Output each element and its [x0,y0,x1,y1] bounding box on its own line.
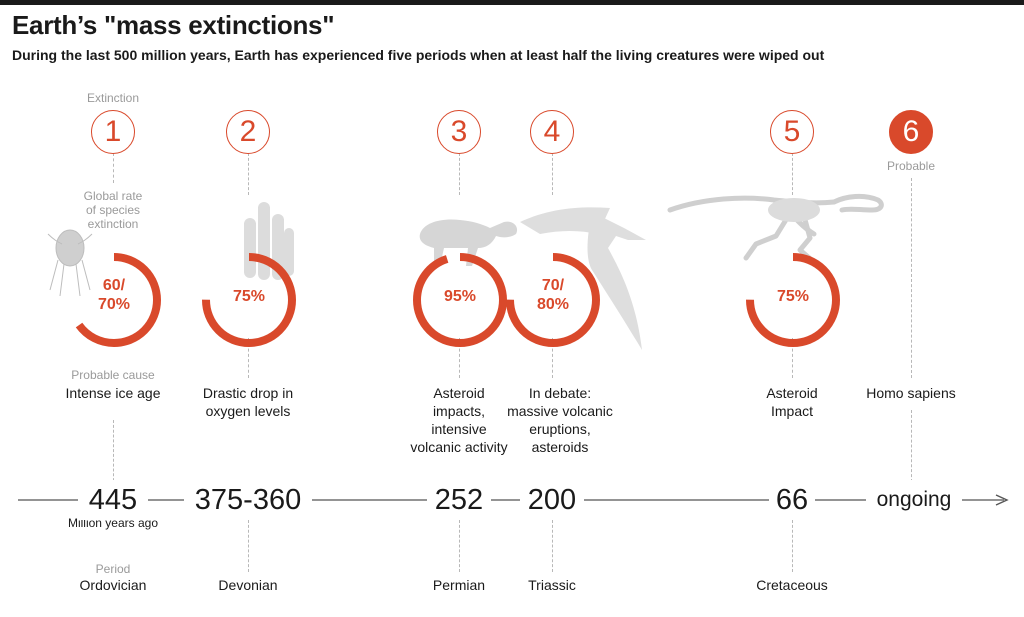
pterosaur-icon [520,207,646,350]
connector-5-mid [792,338,793,378]
connector-3-top [459,153,460,195]
connector-5-top [792,153,793,195]
connector-4-top [552,153,553,195]
extinction-3-badge: 3 [437,110,481,154]
legend-extinction-label: Extinction [86,91,140,105]
connector-6-bot [911,410,912,482]
extinction-6-badge: 6 [889,110,933,154]
extinction-1-cause: Intense ice age [65,385,161,401]
page-subtitle: During the last 500 million years, Earth… [12,47,825,63]
extinction-1-badge: 1 [91,110,135,154]
rate-arc [67,253,161,347]
connector-4-bot [552,520,553,572]
timeline-axis [18,494,1009,506]
extinction-5-cause: Asteroid Impact [766,385,818,419]
extinction-4-cause: In debate: massive volcanic eruptions, a… [507,385,613,455]
connector-2-top [248,153,249,195]
extinction-5-badge: 5 [770,110,814,154]
extinction-5-year: 66 [769,480,815,520]
connector-2-bot [248,520,249,572]
extinction-6-cause: Homo sapiens [866,385,956,401]
extinction-4-rate-label: 70/ 80% [536,277,570,313]
extinction-6-year: ongoing [866,480,962,520]
connector-1-mid [113,420,114,486]
dinosaur-skeleton-icon [667,193,884,265]
connector-3-bot [459,520,460,572]
extinction-1-rate-ring [67,253,161,347]
extinction-3-rate-ring [413,253,507,347]
connector-2-mid [248,338,249,378]
extinction-4-rate-ring [506,253,600,347]
extinction-3-year: 252 [427,480,491,520]
extinction-5-period: Cretaceous [756,577,828,593]
legend-cause-label: Probable cause [71,368,155,382]
connector-5-bot [792,520,793,572]
extinction-2-cause: Drastic drop in oxygen levels [202,385,294,419]
extinction-1-rate-label: 60/ 70% [97,277,131,313]
rate-arc [413,253,507,347]
rate-arc [202,253,296,347]
connector-3-mid [459,338,460,378]
extinction-1-period: Ordovician [79,577,147,593]
trilobite-icon [47,229,93,297]
extinction-5-rate-label: 75% [776,288,810,305]
rate-arc [746,253,840,347]
extinction-2-year: 375-360 [184,480,312,520]
extinction-2-rate-label: 75% [232,288,266,305]
legend-rate-label: Global rate of species extinction [83,189,143,231]
connector-1-top [113,153,114,183]
extinction-2-period: Devonian [218,577,278,593]
connector-4-mid [552,338,553,378]
page-title: Earth’s "mass extinctions" [12,10,335,40]
extinction-2-badge: 2 [226,110,270,154]
extinction-4-badge: 4 [530,110,574,154]
connector-6-top [911,178,912,378]
extinction-3-rate-label: 95% [443,288,477,305]
rate-arc [506,253,600,347]
extinction-4-period: Triassic [528,577,576,593]
synapsid-skeleton-icon [419,219,518,266]
extinction-1-year: 445 [78,480,148,520]
extinction-2-rate-ring [202,253,296,347]
extinction-3-cause: Asteroid impacts, intensive volcanic act… [410,385,508,455]
extinction-6-status: Probable [886,159,936,173]
top-rule [0,0,1024,5]
extinction-5-rate-ring [746,253,840,347]
extinction-4-year: 200 [520,480,584,520]
extinction-3-period: Permian [432,577,486,593]
legend-period-label: Period [95,562,131,576]
